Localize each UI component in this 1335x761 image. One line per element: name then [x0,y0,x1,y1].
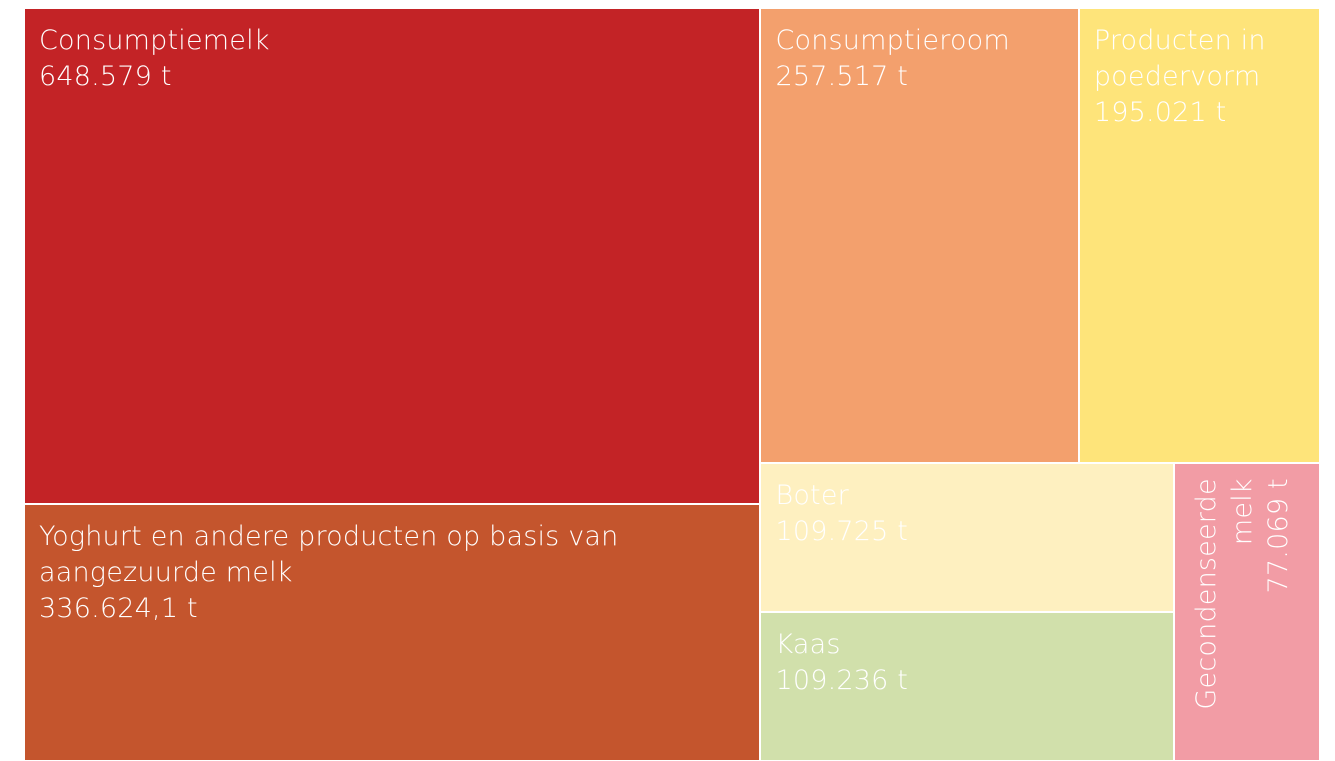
tile-label: Gecondenseerde melk 77.069 t [1189,478,1297,748]
tile-label: Consumptieroom 257.517 t [775,23,1067,95]
category-label: Consumptieroom [775,25,1010,56]
category-label: Consumptiemelk [39,25,270,56]
category-label: Gecondenseerde melk [1191,478,1259,710]
value-label: 109.725 t [775,516,909,548]
treemap-tile: Kaas 109.236 t [760,612,1175,761]
category-label: Kaas [775,629,841,661]
tile-label: Producten in poedervorm 195.021 t [1094,23,1309,131]
category-label: Boter [775,480,849,512]
treemap-tile: Boter 109.725 t [760,463,1175,613]
treemap-tile: Producten in poedervorm 195.021 t [1078,8,1320,464]
treemap: Consumptiemelk 648.579 t Yoghurt en andere… [24,8,1320,761]
value-label: 257.517 t [775,61,909,92]
category-label: Producten in poedervorm [1093,25,1266,92]
tile-label: Yoghurt en andere producten op basis van… [39,519,749,627]
value-label: 109.236 t [775,665,909,697]
value-label: 195.021 t [1093,97,1227,128]
tile-label: Boter 109.725 t [775,478,1163,550]
value-label: 77.069 t [1263,478,1295,594]
tile-label: Consumptiemelk 648.579 t [39,23,749,95]
treemap-tile: Consumptieroom 257.517 t [760,8,1079,464]
tile-label: Kaas 109.236 t [775,627,1163,699]
value-label: 648.579 t [39,61,172,92]
category-label: Yoghurt en andere producten op basis van… [39,520,619,588]
value-label: 336.624,1 t [39,592,198,624]
treemap-tile: Yoghurt en andere producten op basis van… [24,503,761,761]
treemap-tile: Gecondenseerde melk 77.069 t [1174,463,1320,761]
treemap-tile: Consumptiemelk 648.579 t [24,8,761,504]
